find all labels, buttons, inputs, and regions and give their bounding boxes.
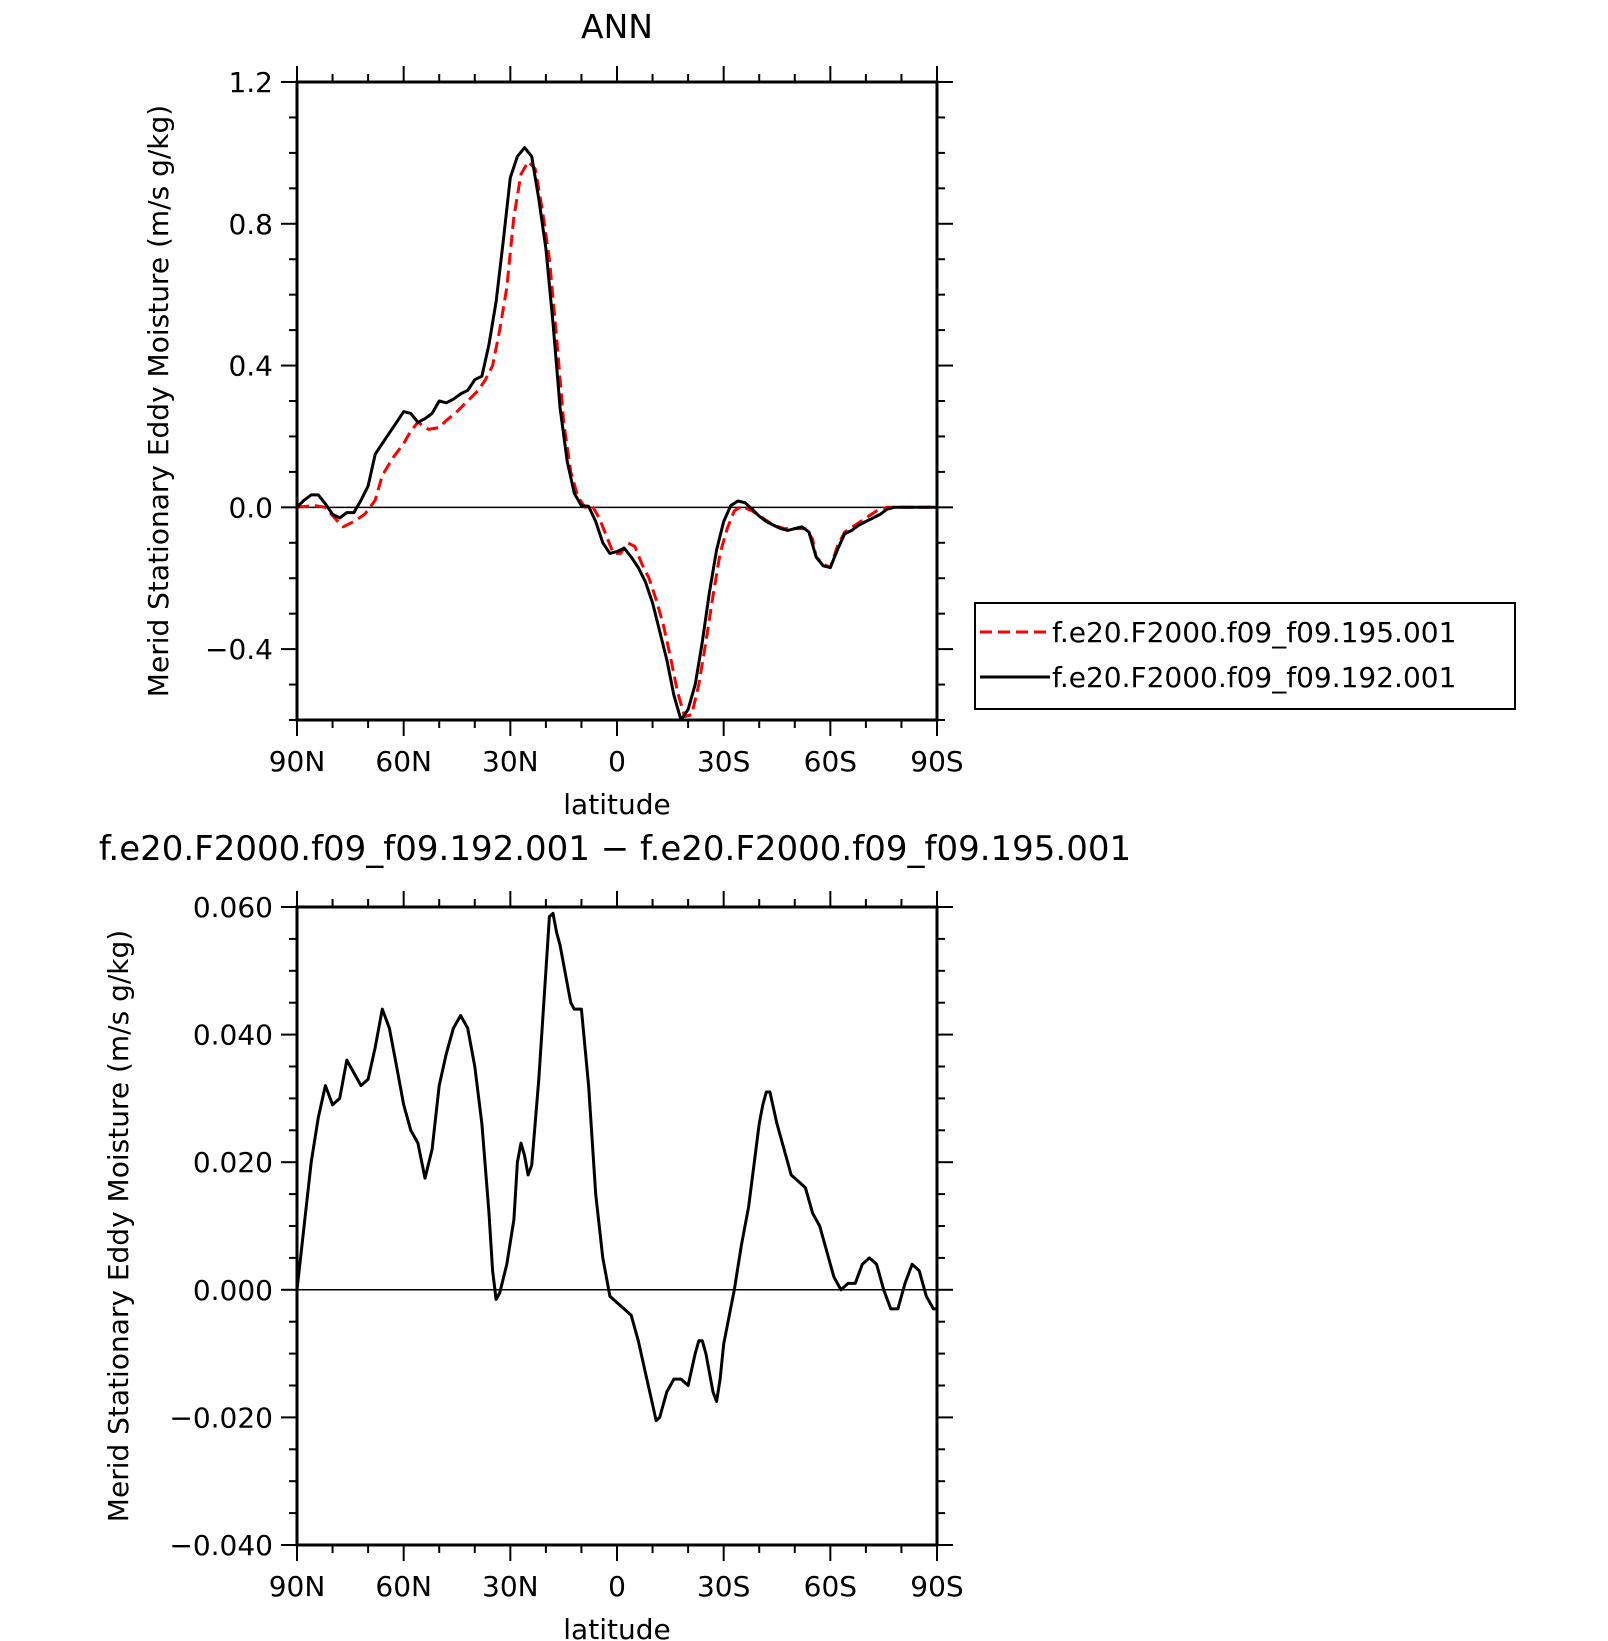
x-tick-label: 60N [375, 745, 432, 778]
y-tick-label: −0.4 [205, 633, 273, 666]
panel-difference: −0.040 −0.020 0.000 0.020 0.040 0.060 90N 60N 30… [99, 829, 1131, 1641]
y-tick-label: 0.020 [193, 1146, 273, 1179]
y-tick-label: 0.040 [193, 1019, 273, 1052]
y-tick-label: 0.8 [228, 208, 273, 241]
x-tick-label: 90S [910, 1570, 963, 1603]
chart-title: ANN [581, 7, 653, 46]
x-tick-label: 90N [269, 1570, 326, 1603]
x-axis-label: latitude [563, 788, 670, 821]
x-tick-label: 0 [608, 1570, 626, 1603]
x-axis-label: latitude [563, 1613, 670, 1641]
x-tick-label: 90S [910, 745, 963, 778]
x-tick-label: 60S [804, 745, 857, 778]
y-tick-label: 0.060 [193, 891, 273, 924]
chart-title: f.e20.F2000.f09_f09.192.001 − f.e20.F200… [99, 829, 1131, 869]
legend-label: f.e20.F2000.f09_f09.192.001 [1052, 661, 1456, 694]
x-tick-label: 30S [697, 1570, 750, 1603]
y-tick-label: −0.040 [169, 1529, 273, 1562]
panel-ann: −0.4 0.0 0.4 0.8 1.2 90N 60N 30N 0 30S 60S 90S latit… [142, 7, 964, 821]
y-axis-label: Merid Stationary Eddy Moisture (m/s g/kg… [142, 105, 175, 697]
x-tick-label: 30N [482, 1570, 539, 1603]
series-line-0 [297, 160, 937, 718]
legend-label: f.e20.F2000.f09_f09.195.001 [1052, 616, 1456, 649]
x-tick-label: 30N [482, 745, 539, 778]
y-tick-label: 0.4 [228, 350, 273, 383]
x-tick-label: 30S [697, 745, 750, 778]
y-tick-label: −0.020 [169, 1401, 273, 1434]
y-axis-label: Merid Stationary Eddy Moisture (m/s g/kg… [102, 930, 135, 1522]
x-tick-label: 90N [269, 745, 326, 778]
legend-box [974, 602, 1516, 710]
x-tick-label: 60N [375, 1570, 432, 1603]
x-tick-label: 0 [608, 745, 626, 778]
series-line-1 [297, 146, 937, 720]
y-tick-label: 0.000 [193, 1274, 273, 1307]
plot-frame [295, 905, 939, 1547]
y-tick-label: 1.2 [228, 66, 273, 99]
x-tick-label: 60S [804, 1570, 857, 1603]
series-line-0 [297, 911, 937, 1423]
plot-frame [295, 80, 939, 722]
legend: f.e20.F2000.f09_f09.195.001 f.e20.F2000.f… [974, 602, 1516, 710]
y-tick-label: 0.0 [228, 491, 273, 524]
